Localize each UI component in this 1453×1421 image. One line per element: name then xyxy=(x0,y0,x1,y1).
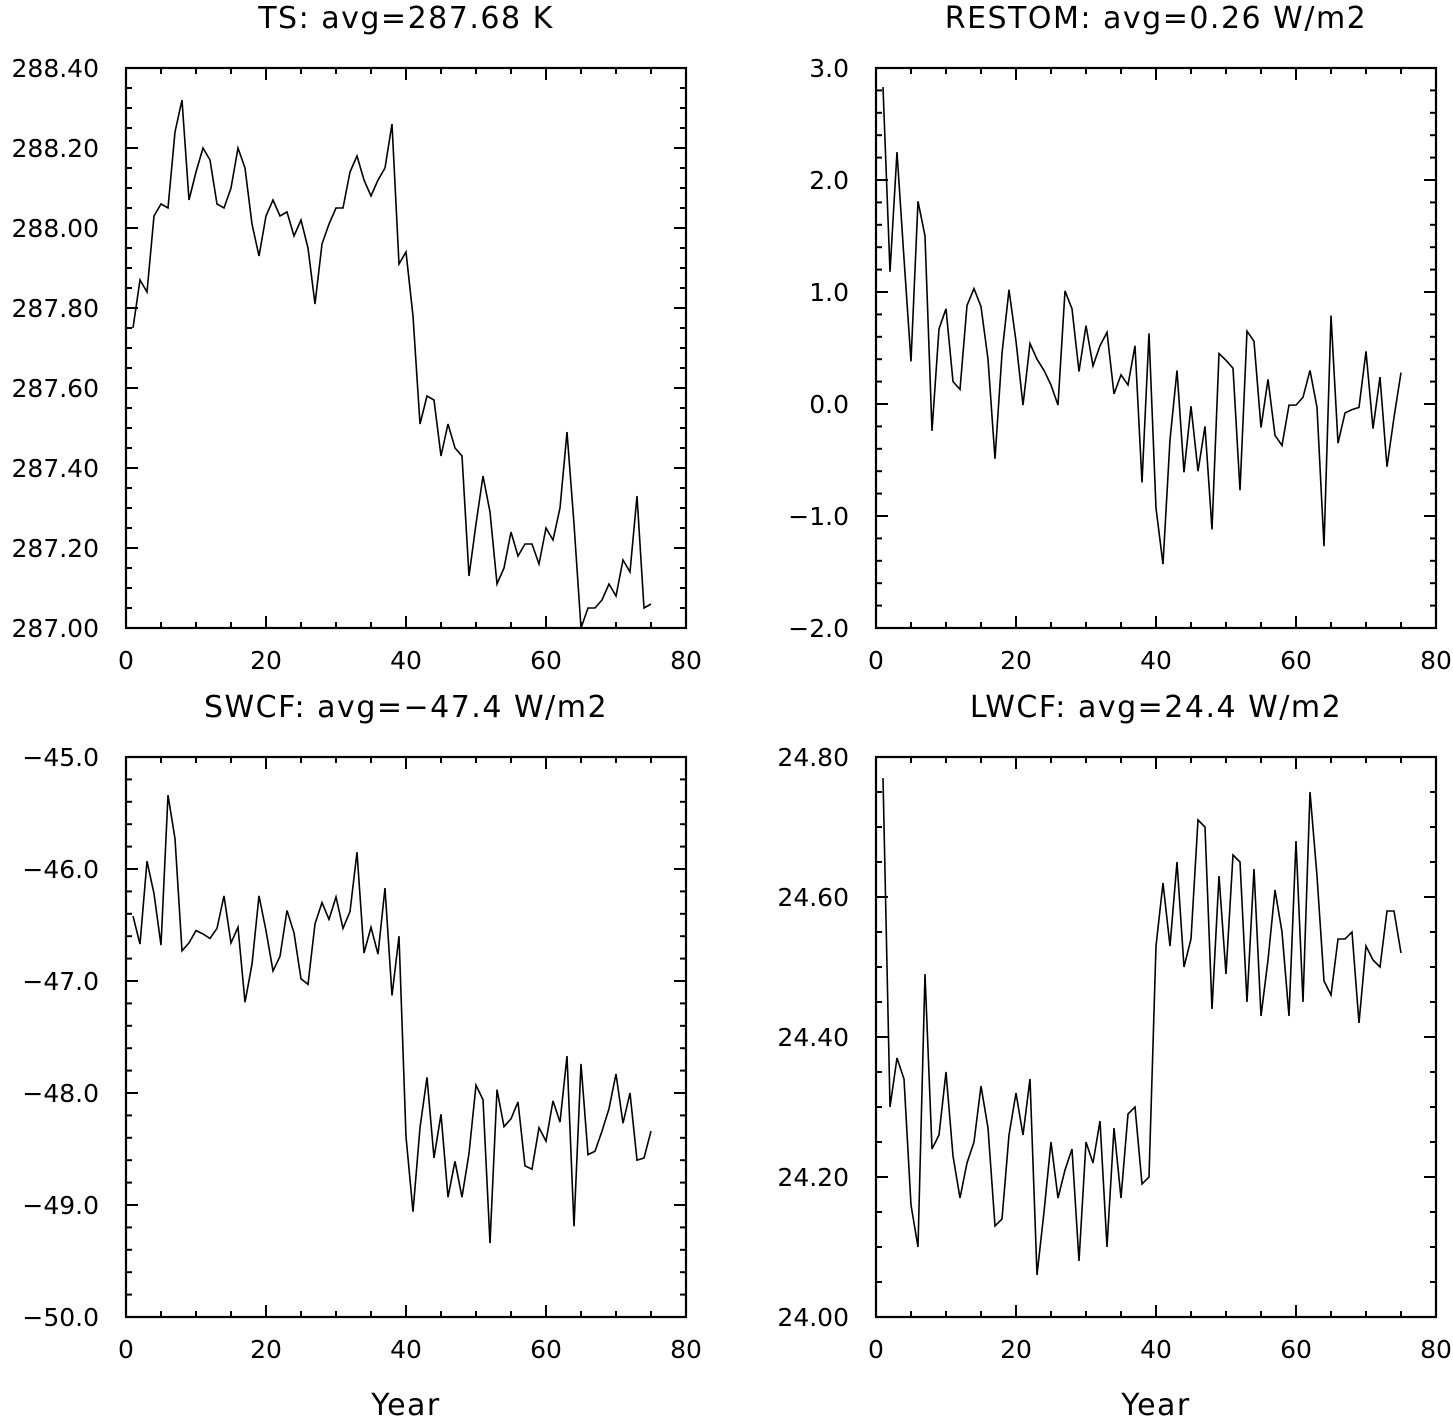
chart-title: LWCF: avg=24.4 W/m2 xyxy=(970,690,1342,725)
y-tick-label: −2.0 xyxy=(788,614,849,643)
x-tick-label: 20 xyxy=(1000,1335,1032,1364)
x-tick-label: 0 xyxy=(118,1335,134,1364)
chart-title: SWCF: avg=−47.4 W/m2 xyxy=(204,690,608,725)
y-tick-label: −47.0 xyxy=(22,967,99,996)
y-tick-label: 1.0 xyxy=(809,278,849,307)
y-tick-label: 287.20 xyxy=(12,534,99,563)
y-tick-label: 0.0 xyxy=(809,390,849,419)
y-tick-label: 287.40 xyxy=(12,454,99,483)
x-tick-label: 0 xyxy=(868,1335,884,1364)
chart-panel-4: LWCF: avg=24.4 W/m2 0 20 40 60 80 24.00 24.20 24… xyxy=(777,690,1452,1421)
y-tick-label: 288.00 xyxy=(12,214,99,243)
x-tick-label: 80 xyxy=(670,1335,702,1364)
y-tick-label: 287.00 xyxy=(12,614,99,643)
y-tick-label: 24.20 xyxy=(777,1163,849,1192)
series-line xyxy=(132,99,652,629)
chart-panel-3: SWCF: avg=−47.4 W/m2 0 20 40 60 80 −50.0 −49.0 −… xyxy=(22,690,702,1421)
x-tick-label: 60 xyxy=(1280,1335,1312,1364)
series-line xyxy=(132,794,652,1244)
x-axis-label: Year xyxy=(370,1388,441,1416)
y-tick-label: 3.0 xyxy=(809,54,849,83)
y-tick-label: −45.0 xyxy=(22,743,99,772)
y-tick-label: 24.40 xyxy=(777,1023,849,1052)
plot-frame xyxy=(874,755,1438,1319)
x-tick-label: 20 xyxy=(1000,646,1032,675)
y-tick-label: −48.0 xyxy=(22,1079,99,1108)
x-tick-label: 40 xyxy=(1140,1335,1172,1364)
chart-title: RESTOM: avg=0.26 W/m2 xyxy=(945,1,1368,36)
y-tick-label: 287.80 xyxy=(12,294,99,323)
y-tick-label: 24.00 xyxy=(777,1303,849,1332)
y-tick-label: −46.0 xyxy=(22,855,99,884)
x-tick-label: 60 xyxy=(530,646,562,675)
y-tick-label: 288.20 xyxy=(12,134,99,163)
x-tick-label: 80 xyxy=(670,646,702,675)
plot-frame xyxy=(874,66,1438,630)
x-tick-label: 0 xyxy=(868,646,884,675)
x-axis-label: Year xyxy=(1120,1388,1191,1416)
y-tick-label: 2.0 xyxy=(809,166,849,195)
y-tick-label: 288.40 xyxy=(12,54,99,83)
series-line xyxy=(882,777,1402,1276)
chart-title: TS: avg=287.68 K xyxy=(257,1,554,36)
x-tick-label: 60 xyxy=(530,1335,562,1364)
x-tick-label: 40 xyxy=(1140,646,1172,675)
x-tick-label: 0 xyxy=(118,646,134,675)
y-tick-label: 24.60 xyxy=(777,883,849,912)
y-tick-label: −50.0 xyxy=(22,1303,99,1332)
y-tick-label: 24.80 xyxy=(777,743,849,772)
x-tick-label: 20 xyxy=(250,1335,282,1364)
plot-frame xyxy=(124,66,688,630)
x-tick-label: 80 xyxy=(1420,1335,1452,1364)
chart-panel-1: TS: avg=287.68 K 0 20 40 60 80 287.00 287.20 287… xyxy=(12,1,702,675)
y-tick-label: −49.0 xyxy=(22,1191,99,1220)
x-tick-label: 40 xyxy=(390,1335,422,1364)
plot-frame xyxy=(124,755,688,1319)
x-tick-label: 60 xyxy=(1280,646,1312,675)
x-tick-label: 80 xyxy=(1420,646,1452,675)
x-tick-label: 20 xyxy=(250,646,282,675)
y-tick-label: −1.0 xyxy=(788,502,849,531)
x-tick-label: 40 xyxy=(390,646,422,675)
series-line xyxy=(882,87,1402,565)
y-tick-label: 287.60 xyxy=(12,374,99,403)
chart-panel-2: RESTOM: avg=0.26 W/m2 0 20 40 60 80 −2.0 −1.0 0.… xyxy=(788,1,1452,675)
